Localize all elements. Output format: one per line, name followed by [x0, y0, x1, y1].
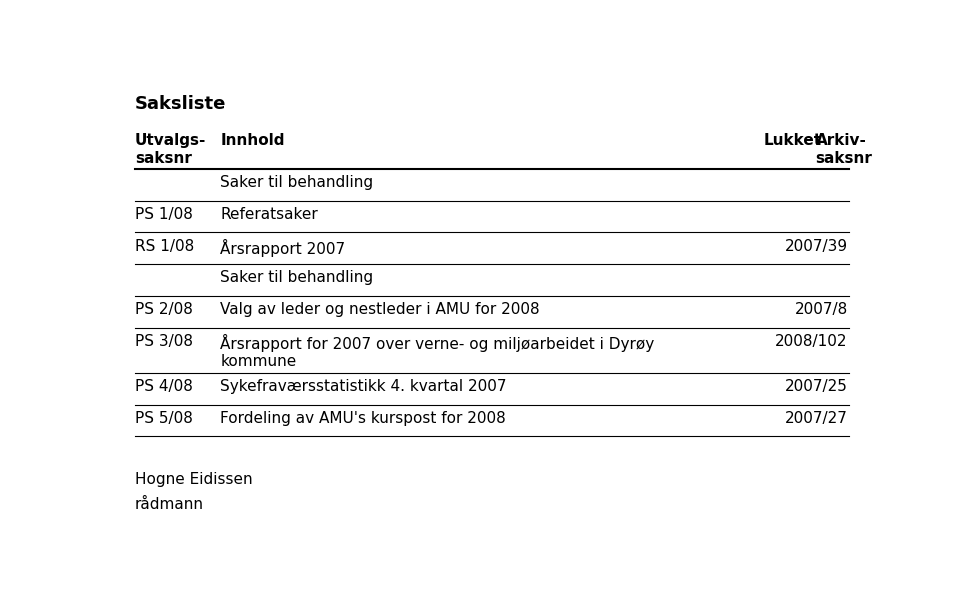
Text: PS 3/08: PS 3/08	[134, 334, 193, 349]
Text: Saker til behandling: Saker til behandling	[221, 270, 373, 285]
Text: 2007/8: 2007/8	[794, 302, 848, 317]
Text: PS 2/08: PS 2/08	[134, 302, 193, 317]
Text: Årsrapport for 2007 over verne- og miljøarbeidet i Dyrøy
kommune: Årsrapport for 2007 over verne- og miljø…	[221, 334, 655, 369]
Text: Fordeling av AMU's kurspost for 2008: Fordeling av AMU's kurspost for 2008	[221, 411, 506, 426]
Text: PS 4/08: PS 4/08	[134, 379, 193, 394]
Text: 2007/25: 2007/25	[784, 379, 848, 394]
Text: rådmann: rådmann	[134, 496, 204, 511]
Text: Sykefraværsstatistikk 4. kvartal 2007: Sykefraværsstatistikk 4. kvartal 2007	[221, 379, 507, 394]
Text: Valg av leder og nestleder i AMU for 2008: Valg av leder og nestleder i AMU for 200…	[221, 302, 540, 317]
Text: Referatsaker: Referatsaker	[221, 207, 318, 222]
Text: RS 1/08: RS 1/08	[134, 238, 194, 254]
Text: Utvalgs-
saksnr: Utvalgs- saksnr	[134, 133, 206, 166]
Text: PS 1/08: PS 1/08	[134, 207, 193, 222]
Text: 2007/27: 2007/27	[784, 411, 848, 426]
Text: Saksliste: Saksliste	[134, 95, 227, 113]
Text: Hogne Eidissen: Hogne Eidissen	[134, 472, 252, 487]
Text: 2007/39: 2007/39	[784, 238, 848, 254]
Text: Lukket: Lukket	[763, 133, 822, 148]
Text: Innhold: Innhold	[221, 133, 285, 148]
Text: Arkiv-
saksnr: Arkiv- saksnr	[816, 133, 873, 166]
Text: PS 5/08: PS 5/08	[134, 411, 193, 426]
Text: Saker til behandling: Saker til behandling	[221, 175, 373, 190]
Text: Årsrapport 2007: Årsrapport 2007	[221, 238, 346, 256]
Text: 2008/102: 2008/102	[775, 334, 848, 349]
